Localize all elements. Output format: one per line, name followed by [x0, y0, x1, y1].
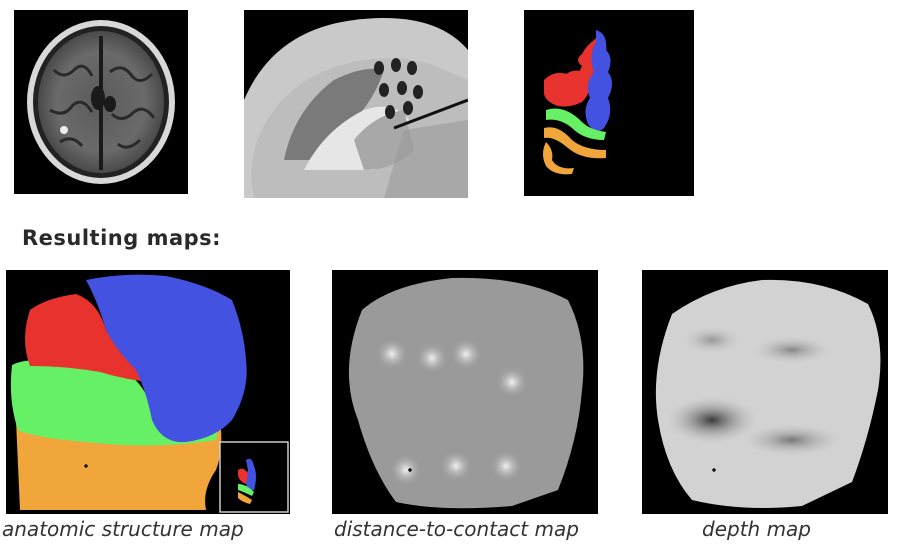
anatomic-map-caption: anatomic structure map	[2, 517, 244, 541]
depth-map-caption: depth map	[702, 517, 812, 541]
mri-axial-slice-image	[14, 10, 188, 194]
depth-map	[642, 270, 888, 514]
distance-map-caption: distance-to-contact map	[334, 517, 579, 541]
distance-to-contact-map	[332, 270, 598, 514]
3d-cortex-rendering-image	[244, 10, 468, 198]
anatomic-structure-map	[6, 270, 290, 514]
resulting-maps-heading: Resulting maps:	[22, 226, 222, 250]
segmentation-colored-gyri-image	[524, 10, 694, 196]
